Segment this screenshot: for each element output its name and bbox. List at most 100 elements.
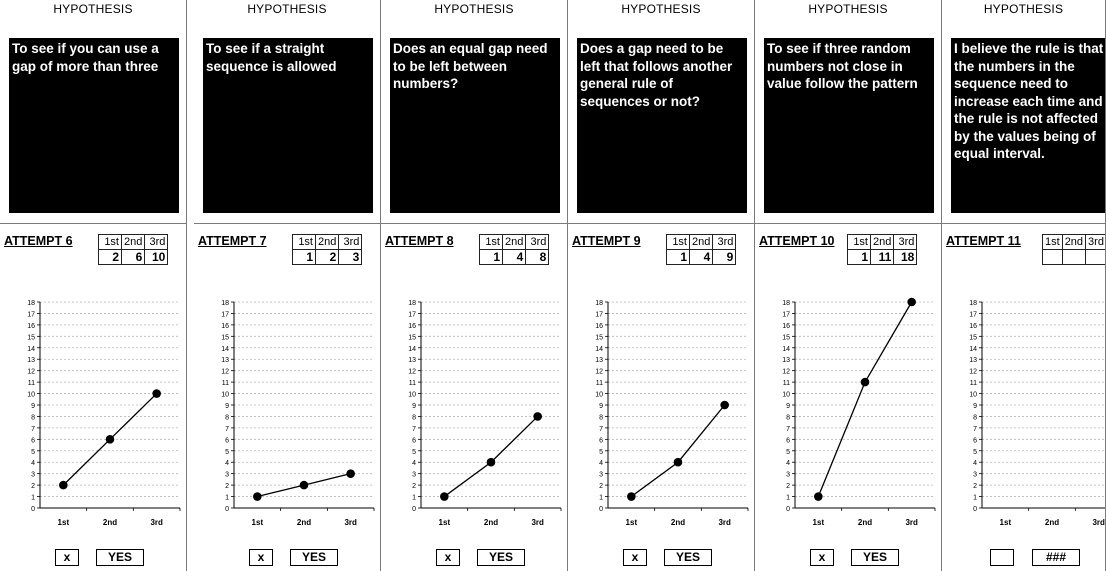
- result-mark-box[interactable]: x: [436, 549, 460, 566]
- result-mark-box[interactable]: x: [810, 549, 834, 566]
- y-tick-label: 15: [782, 334, 790, 341]
- y-tick-label: 7: [225, 426, 229, 433]
- result-answer-box[interactable]: YES: [290, 549, 338, 566]
- section-divider: [755, 223, 941, 224]
- y-tick-label: 4: [973, 460, 977, 467]
- sequence-value-cell: 8: [525, 249, 550, 265]
- sequence-header-row: 1st 2nd 3rd: [98, 234, 169, 250]
- sequence-value-row: 2 6 10: [98, 249, 169, 265]
- y-tick-label: 4: [786, 460, 790, 467]
- sequence-value-row: [1042, 249, 1105, 265]
- y-tick-label: 18: [408, 300, 416, 307]
- result-answer-box[interactable]: YES: [664, 549, 712, 566]
- attempt-panel: HYPOTHESIS I believe the rule is that the…: [942, 0, 1106, 571]
- y-tick-label: 2: [786, 483, 790, 490]
- y-tick-label: 3: [973, 472, 977, 479]
- y-tick-label: 12: [969, 369, 977, 376]
- y-tick-label: 1: [599, 495, 603, 502]
- y-tick-label: 10: [782, 392, 790, 399]
- y-tick-label: 3: [599, 472, 603, 479]
- y-tick-label: 8: [225, 414, 229, 421]
- y-tick-label: 7: [973, 426, 977, 433]
- y-tick-label: 13: [221, 357, 229, 364]
- y-tick-label: 10: [221, 392, 229, 399]
- result-mark-box[interactable]: x: [623, 549, 647, 566]
- hypothesis-text: Does a gap need to be left that follows …: [577, 38, 747, 213]
- hypothesis-header: HYPOTHESIS: [621, 2, 701, 16]
- sequence-header-row: 1st 2nd 3rd: [479, 234, 550, 250]
- y-tick-label: 1: [31, 495, 35, 502]
- attempt-panel: HYPOTHESIS Does a gap need to be left tha…: [568, 0, 755, 571]
- attempt-label: ATTEMPT 11: [946, 234, 1021, 248]
- sequence-header-row: 1st 2nd 3rd: [666, 234, 737, 250]
- y-tick-label: 18: [221, 300, 229, 307]
- sequence-header-cell: 2nd: [1061, 234, 1087, 250]
- result-answer-box[interactable]: YES: [96, 549, 144, 566]
- sequence-header-cell: 1st: [847, 234, 871, 250]
- sequence-header-cell: 1st: [98, 234, 122, 250]
- hypothesis-header: HYPOTHESIS: [53, 2, 133, 16]
- hypothesis-text: I believe the rule is that the numbers i…: [951, 38, 1105, 213]
- y-tick-label: 10: [408, 392, 416, 399]
- sequence-header-row: 1st 2nd 3rd: [847, 234, 918, 250]
- y-tick-label: 7: [786, 426, 790, 433]
- result-answer-box[interactable]: YES: [851, 549, 899, 566]
- attempt-label: ATTEMPT 9: [572, 234, 641, 248]
- y-tick-label: 8: [31, 414, 35, 421]
- y-tick-label: 1: [412, 495, 416, 502]
- data-point: [814, 492, 823, 501]
- sequence-value-cell: 4: [501, 249, 527, 265]
- result-row: x YES: [0, 549, 186, 566]
- sequence-header-cell: 1st: [479, 234, 503, 250]
- sequence-table: 1st 2nd 3rd 2 6 10: [98, 234, 169, 265]
- y-tick-label: 15: [969, 334, 977, 341]
- attempt-label: ATTEMPT 6: [4, 234, 73, 248]
- result-answer-box[interactable]: YES: [477, 549, 525, 566]
- result-answer-box[interactable]: ###: [1032, 549, 1080, 566]
- y-tick-label: 17: [969, 311, 977, 318]
- y-tick-label: 10: [969, 392, 977, 399]
- y-tick-label: 3: [786, 472, 790, 479]
- sequence-header-cell: 2nd: [869, 234, 895, 250]
- y-tick-label: 0: [225, 506, 229, 513]
- sequence-value-cell: 1: [847, 249, 871, 265]
- y-tick-label: 7: [412, 426, 416, 433]
- sequence-header-row: 1st 2nd 3rd: [292, 234, 363, 250]
- result-mark-box[interactable]: x: [249, 549, 273, 566]
- x-tick-label: 2nd: [671, 518, 685, 527]
- y-tick-label: 18: [595, 300, 603, 307]
- result-mark-box[interactable]: x: [55, 549, 79, 566]
- y-tick-label: 6: [786, 437, 790, 444]
- sequence-value-cell: 11: [869, 249, 895, 265]
- section-divider: [942, 223, 1105, 224]
- y-tick-label: 1: [973, 495, 977, 502]
- sequence-header-cell: 3rd: [338, 234, 363, 250]
- y-tick-label: 9: [31, 403, 35, 410]
- result-mark-box[interactable]: [990, 549, 1014, 566]
- y-tick-label: 4: [31, 460, 35, 467]
- sequence-value-cell: 1: [479, 249, 503, 265]
- sequence-header-cell: 2nd: [501, 234, 527, 250]
- y-tick-label: 0: [973, 506, 977, 513]
- y-tick-label: 9: [599, 403, 603, 410]
- y-tick-label: 3: [412, 472, 416, 479]
- hypothesis-header: HYPOTHESIS: [434, 2, 514, 16]
- y-tick-label: 1: [786, 495, 790, 502]
- y-tick-label: 15: [221, 334, 229, 341]
- y-tick-label: 18: [969, 300, 977, 307]
- y-tick-label: 13: [782, 357, 790, 364]
- y-tick-label: 12: [221, 369, 229, 376]
- y-tick-label: 5: [786, 449, 790, 456]
- y-tick-label: 14: [408, 346, 416, 353]
- sequence-value-cell: 1: [666, 249, 690, 265]
- y-tick-label: 16: [782, 323, 790, 330]
- sequence-value-cell: [1042, 249, 1063, 265]
- section-divider: [568, 223, 754, 224]
- y-tick-label: 13: [595, 357, 603, 364]
- y-tick-label: 6: [599, 437, 603, 444]
